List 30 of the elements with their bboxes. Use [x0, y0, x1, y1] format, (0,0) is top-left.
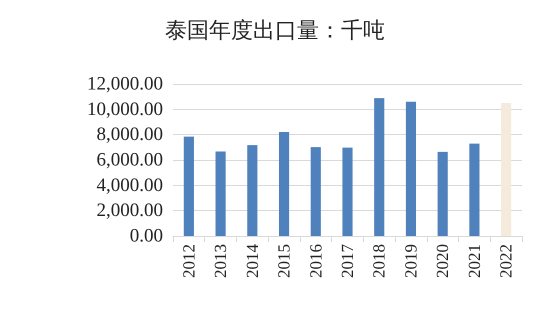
bar [342, 148, 353, 236]
x-tick-label: 2016 [306, 244, 326, 278]
y-tick-label: 2,000.00 [96, 200, 163, 222]
y-tick-label: 0.00 [130, 226, 163, 246]
bar [374, 98, 384, 236]
bar [184, 136, 194, 236]
y-tick-label: 4,000.00 [96, 174, 163, 196]
y-tick-label: 12,000.00 [87, 74, 163, 94]
x-tick-label: 2019 [401, 244, 420, 278]
x-tick-label: 2022 [496, 244, 516, 278]
bar [438, 152, 448, 236]
x-tick-label: 2018 [370, 244, 389, 278]
x-tick-label: 2021 [464, 244, 484, 278]
y-tick-label: 8,000.00 [96, 124, 163, 146]
bar [247, 145, 258, 236]
y-tick-label: 10,000.00 [87, 98, 163, 120]
x-tick-label: 2013 [211, 244, 230, 278]
x-tick-label: 2017 [338, 244, 357, 278]
bar [501, 103, 512, 236]
bar [278, 132, 290, 236]
x-tick-label: 2014 [242, 244, 262, 278]
x-tick-label: 2020 [433, 244, 452, 278]
chart-title: 泰国年度出口量：千吨 [165, 18, 385, 42]
bar [406, 102, 416, 236]
x-tick-label: 2015 [274, 244, 294, 278]
bar [469, 144, 480, 236]
bar [216, 152, 226, 236]
y-tick-label: 6,000.00 [96, 150, 163, 170]
x-tick-label: 2012 [179, 244, 198, 278]
bar [310, 147, 321, 236]
